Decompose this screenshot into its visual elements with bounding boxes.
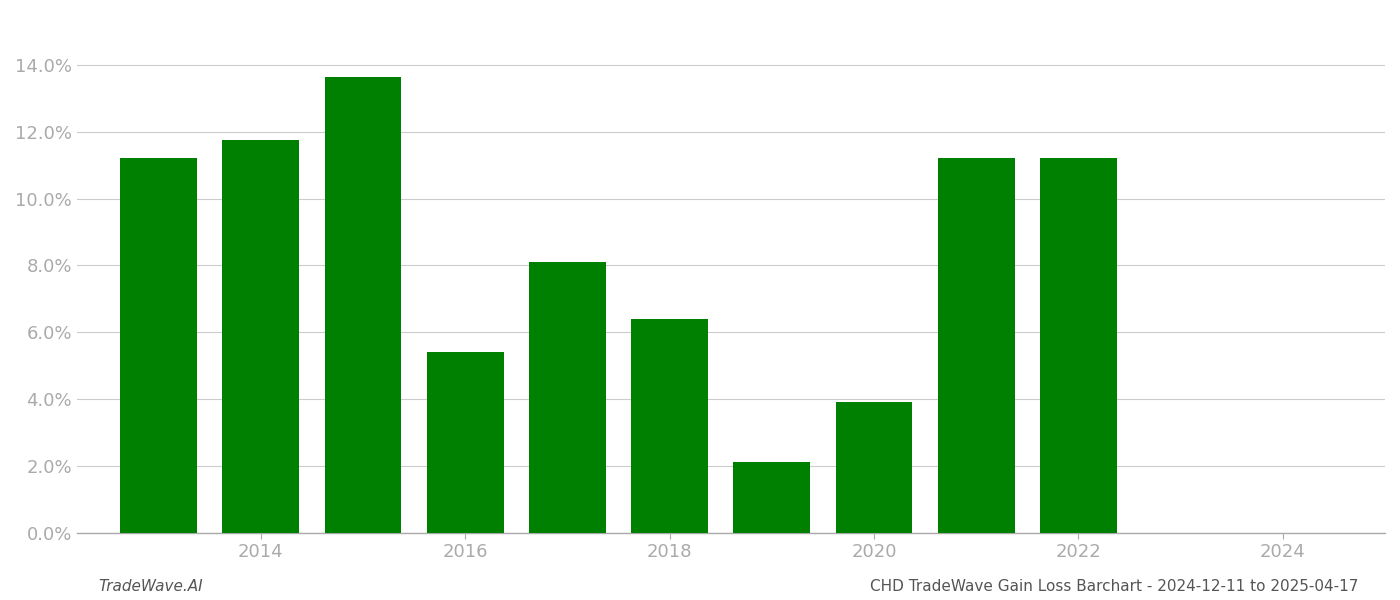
Bar <box>631 319 708 533</box>
Text: TradeWave.AI: TradeWave.AI <box>98 579 203 594</box>
Bar <box>938 158 1015 533</box>
Bar <box>427 352 504 533</box>
Bar <box>120 158 197 533</box>
Bar <box>1040 158 1117 533</box>
Bar <box>529 262 606 533</box>
Bar <box>734 463 811 533</box>
Bar <box>836 403 913 533</box>
Bar <box>325 77 402 533</box>
Text: CHD TradeWave Gain Loss Barchart - 2024-12-11 to 2025-04-17: CHD TradeWave Gain Loss Barchart - 2024-… <box>869 579 1358 594</box>
Bar <box>223 140 300 533</box>
